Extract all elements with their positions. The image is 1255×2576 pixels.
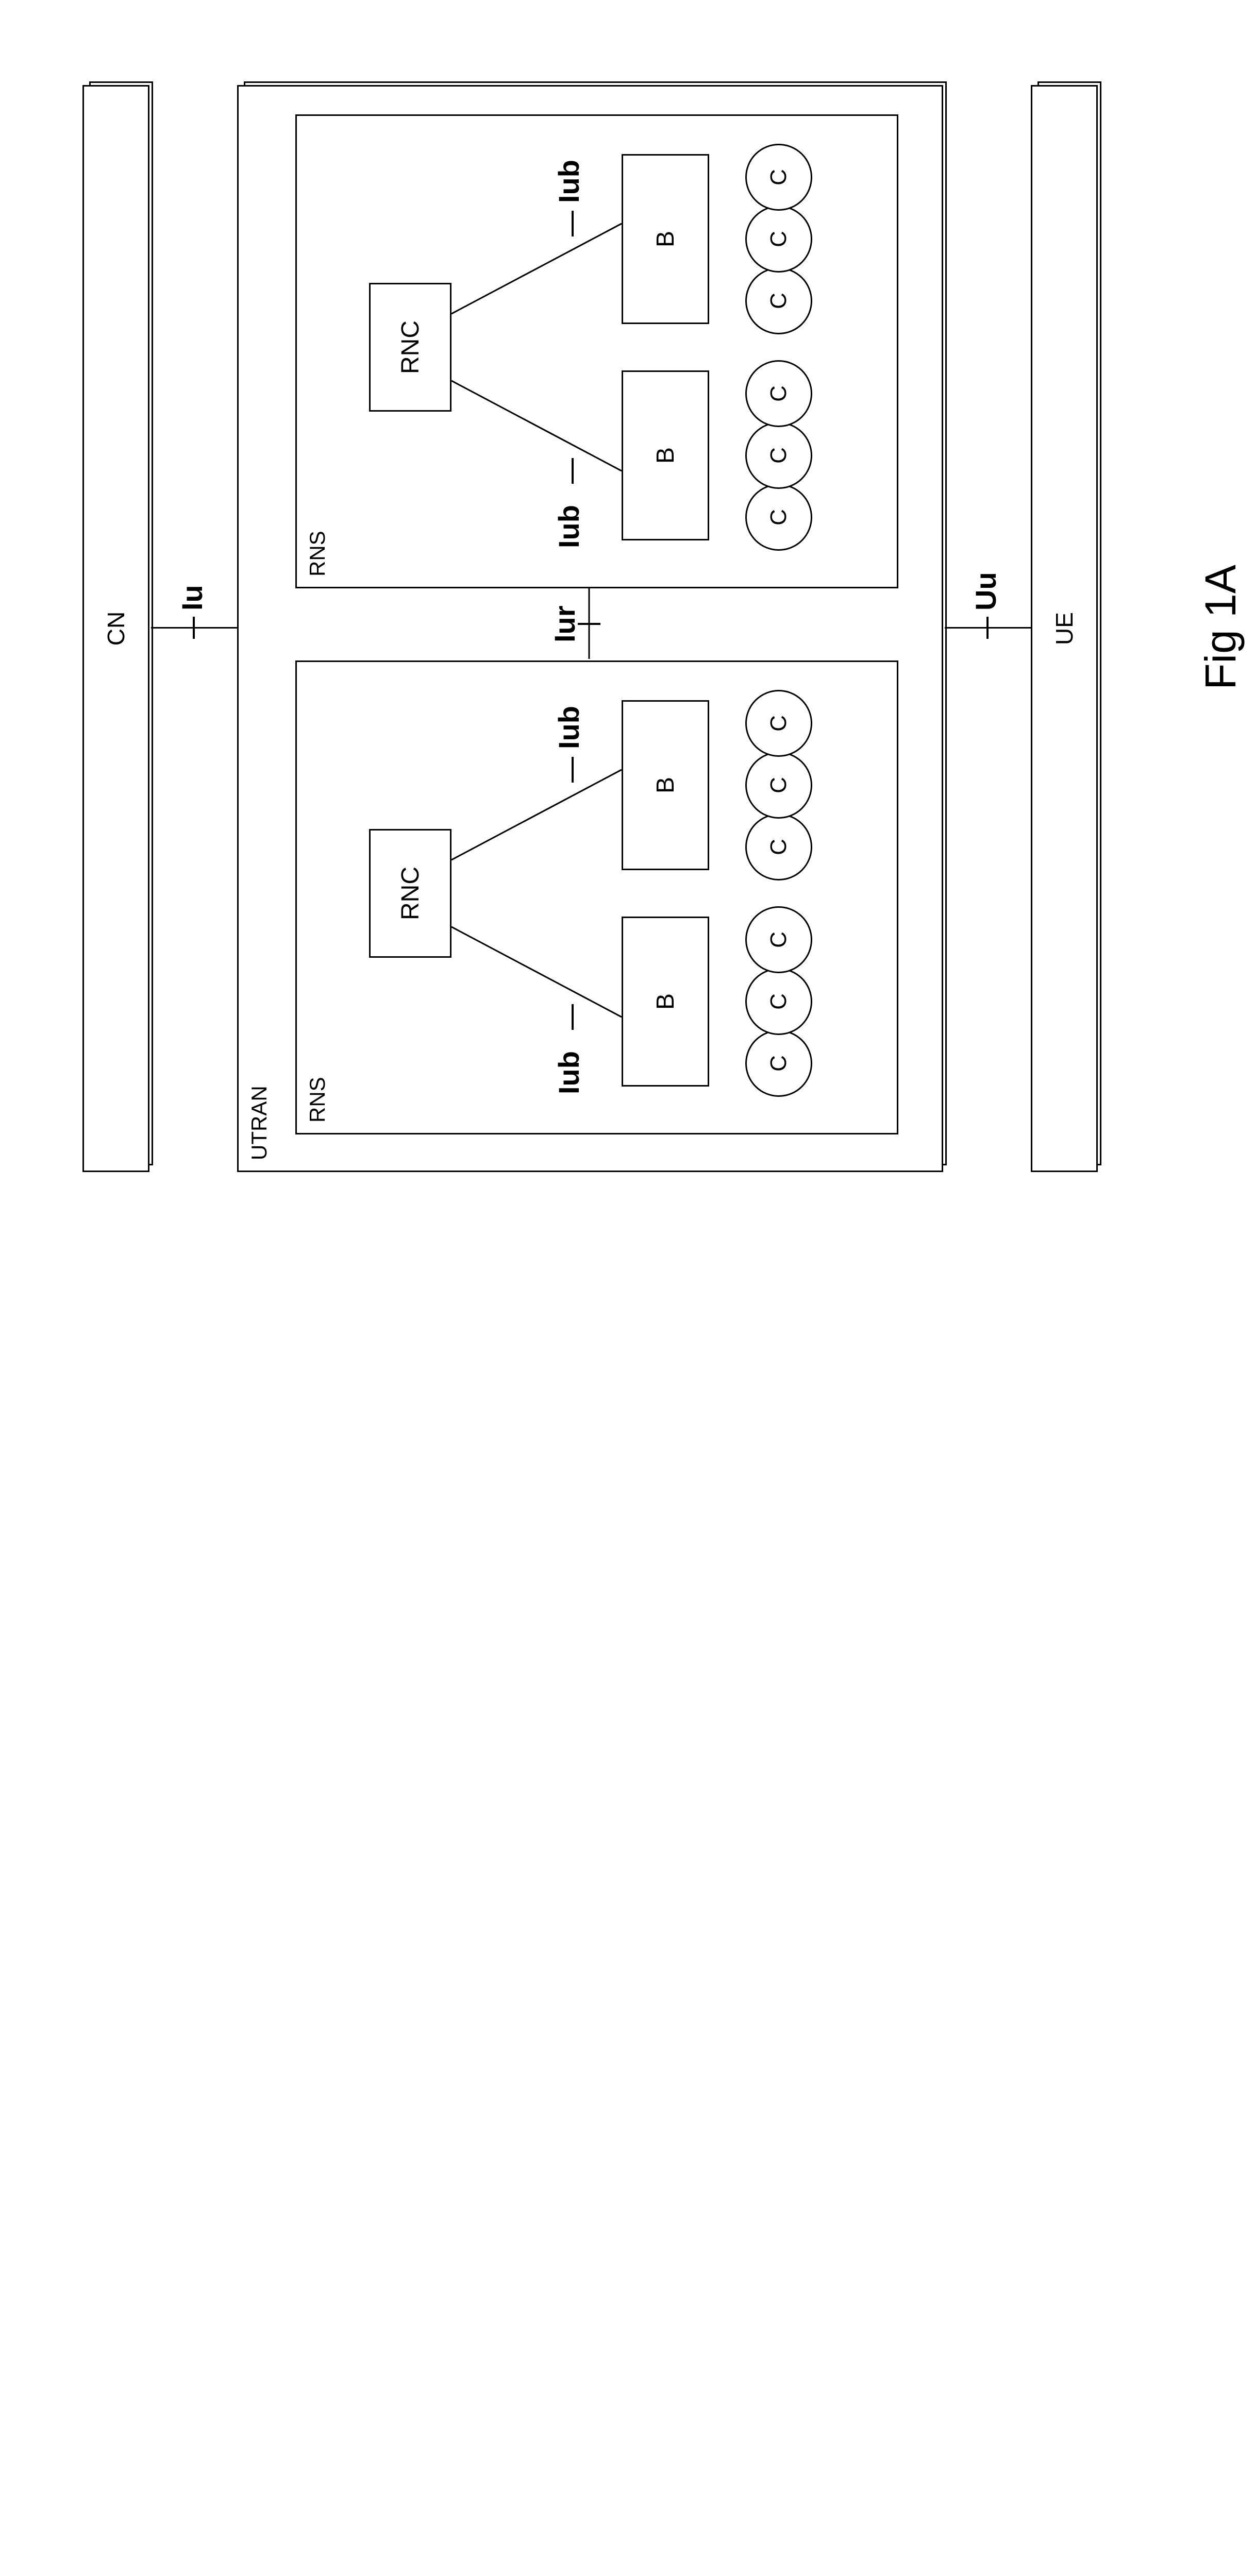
cell-label: C <box>766 385 792 402</box>
cell-11: C <box>745 206 812 273</box>
cell-9: C <box>745 360 812 427</box>
cell-7: C <box>745 484 812 551</box>
iu-label: Iu <box>175 585 209 611</box>
figure-canvas: CN Iu UTRAN RNS RNC Iub Iub B <box>21 21 1255 1234</box>
cn-label: CN <box>102 612 130 646</box>
ue-layer-box: UE <box>1031 85 1098 1172</box>
cell-10: C <box>745 267 812 334</box>
iu-tick <box>193 617 195 639</box>
nodeb-box-3: B <box>622 370 709 540</box>
cell-label: C <box>766 169 792 185</box>
iub-label-right-1: Iub <box>552 505 585 548</box>
nodeb-label-4: B <box>651 231 680 247</box>
uu-tick <box>986 617 989 639</box>
cell-label: C <box>766 509 792 526</box>
cell-8: C <box>745 422 812 489</box>
cell-label: C <box>766 231 792 247</box>
nodeb-label-3: B <box>651 447 680 464</box>
cn-layer-box: CN <box>82 85 149 1172</box>
nodeb-box-4: B <box>622 154 709 324</box>
figure-label: Fig 1A <box>1196 565 1246 690</box>
rns-box-right: RNS RNC Iub Iub B B C C C C C C <box>295 114 898 588</box>
cell-label: C <box>766 447 792 464</box>
iub-label-right-2: Iub <box>552 160 585 203</box>
ue-label: UE <box>1050 612 1078 645</box>
cell-label: C <box>766 293 792 309</box>
cell-12: C <box>745 144 812 211</box>
iur-label: Iur <box>548 605 581 642</box>
uu-label: Uu <box>969 572 1002 611</box>
utran-layer-box: UTRAN RNS RNC Iub Iub B B <box>237 85 943 1172</box>
